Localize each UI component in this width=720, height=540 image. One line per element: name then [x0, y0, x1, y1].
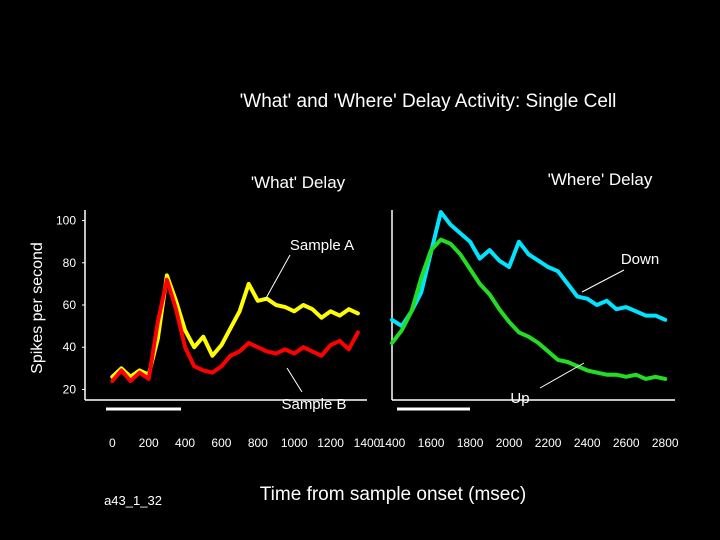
- panel-label-where-delay: 'Where' Delay: [548, 170, 653, 189]
- x-tick-label: 2200: [535, 436, 562, 450]
- x-tick-label: 1800: [457, 436, 484, 450]
- sample-a-arrow: [264, 254, 291, 301]
- y-axis-label: Spikes per second: [29, 242, 46, 374]
- series-line-sample-a: [110, 273, 360, 379]
- y-tick-label: 40: [63, 340, 77, 354]
- sample-b-arrow: [286, 367, 303, 393]
- x-tick-label: 400: [175, 436, 195, 450]
- series-line-down: [390, 210, 668, 329]
- sample-a-annotation: Sample A: [290, 237, 354, 254]
- x-tick-label: 1600: [418, 436, 445, 450]
- panel-label-what-delay: 'What' Delay: [251, 173, 346, 192]
- down-annotation: Down: [621, 251, 659, 268]
- x-tick-label: 2800: [652, 436, 679, 450]
- y-tick-label: 60: [63, 298, 77, 312]
- series-line-up: [390, 237, 668, 381]
- x-tick-label: 200: [139, 436, 159, 450]
- series-lines: [110, 210, 668, 383]
- y-tick-label: 20: [63, 382, 77, 396]
- x-tick-label: 800: [248, 436, 268, 450]
- cell-id-label: a43_1_32: [104, 493, 162, 508]
- x-tick-label: 2400: [574, 436, 601, 450]
- y-tick-label: 80: [63, 256, 77, 270]
- up-arrow: [539, 362, 585, 389]
- x-tick-label: 1400: [379, 436, 406, 450]
- x-axis-label: Time from sample onset (msec): [260, 484, 526, 505]
- x-tick-label: 0: [109, 436, 116, 450]
- x-tick-label: 1200: [317, 436, 344, 450]
- axes: [84, 210, 675, 411]
- down-arrow: [581, 269, 625, 293]
- annotations: Sample A Sample B Down Up: [264, 237, 659, 413]
- x-tick-label: 2600: [613, 436, 640, 450]
- series-line-sample-b: [110, 277, 360, 383]
- sample-b-annotation: Sample B: [281, 396, 346, 413]
- x-tick-label: 1400: [354, 436, 381, 450]
- chart-title: 'What' and 'Where' Delay Activity: Singl…: [240, 91, 617, 112]
- up-annotation: Up: [510, 390, 529, 407]
- x-tick-label: 1000: [281, 436, 308, 450]
- x-tick-label: 600: [211, 436, 231, 450]
- x-tick-label: 2000: [496, 436, 523, 450]
- y-tick-label: 100: [56, 214, 76, 228]
